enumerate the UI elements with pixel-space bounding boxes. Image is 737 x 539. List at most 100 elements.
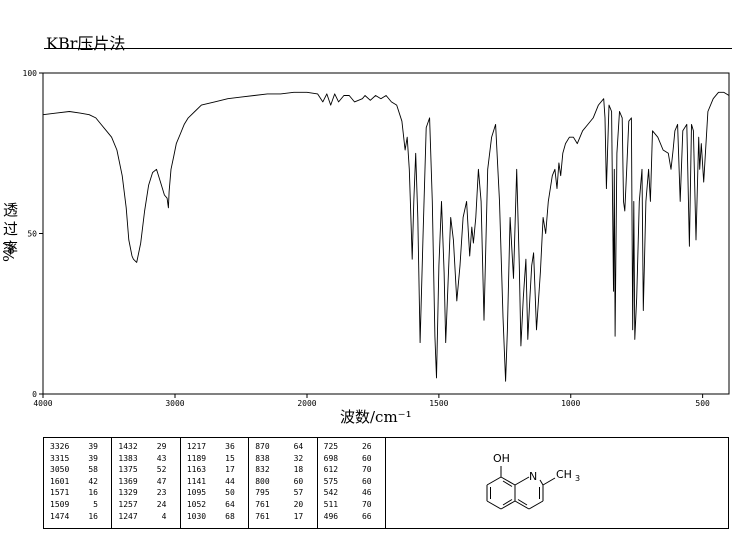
peak-column: 3326 39 3315 39 3050 58 1601 42 1571 16 1509 5 1474 1… [44, 438, 113, 528]
peak-transmittance: 32 [293, 453, 304, 463]
peak-wavenumber: 1369 [118, 476, 138, 486]
x-tick-label: 2000 [297, 399, 316, 408]
peak-row: 1571 16 [50, 487, 111, 499]
peak-wavenumber: 542 [323, 488, 339, 498]
peak-row: 542 46 [324, 487, 385, 499]
peak-row: 761 17 [255, 511, 316, 523]
peak-row: 725 26 [324, 441, 385, 453]
peak-transmittance: 29 [156, 442, 167, 451]
peak-transmittance: 17 [225, 465, 235, 475]
y-tick-label: 0 [32, 390, 37, 399]
peak-row: 1257 24 [118, 499, 179, 511]
x-tick-label: 1000 [561, 399, 580, 408]
peak-transmittance: 5 [93, 499, 98, 509]
peak-column: 725 26 698 60 612 70 575 60 542 46 511 70 496 66 [318, 438, 385, 528]
peak-transmittance: 4 [161, 511, 167, 521]
oh-label: OH [493, 452, 510, 465]
x-axis-ticks: 4000 3000 2000 1500 1000 500 [33, 394, 710, 408]
bond [528, 500, 544, 510]
peak-transmittance: 57 [293, 488, 304, 498]
bond-double [517, 499, 528, 506]
peak-transmittance: 39 [88, 442, 98, 451]
peak-transmittance: 36 [225, 442, 235, 451]
peak-wavenumber: 1217 [186, 442, 207, 451]
peak-row: 1095 50 [187, 487, 248, 499]
n-label: N [529, 470, 537, 483]
bond [500, 500, 516, 510]
bond [539, 479, 544, 486]
ch3-label: CH [556, 468, 572, 481]
peak-row: 1474 16 [50, 511, 111, 523]
peak-wavenumber: 1189 [186, 453, 207, 463]
peak-transmittance: 70 [361, 499, 372, 509]
peak-wavenumber: 1257 [118, 499, 138, 509]
y-tick-label: 50 [27, 230, 37, 239]
peak-row: 1509 5 [50, 499, 111, 511]
peak-row: 575 60 [324, 476, 385, 488]
peak-row: 496 66 [324, 511, 385, 523]
peak-wavenumber: 1383 [118, 453, 138, 463]
peak-wavenumber: 1571 [50, 488, 70, 498]
peak-wavenumber: 1163 [186, 465, 207, 475]
peak-row: 1247 4 [118, 511, 179, 523]
y-axis-title: 透 过 率 %/ [0, 201, 18, 262]
x-tick-label: 4000 [33, 399, 52, 408]
peak-wavenumber: 761 [255, 499, 270, 509]
peak-wavenumber: 838 [255, 453, 270, 463]
peak-row: 1163 17 [187, 464, 248, 476]
peak-wavenumber: 800 [255, 476, 270, 486]
peak-transmittance: 20 [293, 499, 304, 509]
bond [514, 476, 530, 486]
bond [514, 500, 530, 510]
peak-row: 1189 15 [187, 453, 248, 465]
peak-wavenumber: 496 [323, 511, 339, 521]
peak-wavenumber: 795 [255, 488, 270, 498]
peak-row: 800 60 [255, 476, 316, 488]
transmittance-series-line [42, 91, 730, 382]
peak-row: 1369 47 [118, 476, 179, 488]
bond-double [502, 480, 513, 487]
peak-wavenumber: 1329 [118, 488, 138, 498]
ch3-subscript: 3 [575, 474, 580, 483]
peak-row: 3326 39 [50, 441, 111, 453]
peak-table: 3326 39 3315 39 3050 58 1601 42 1571 16 1509 5 1474 1… [43, 437, 386, 529]
peak-wavenumber: 575 [323, 476, 339, 486]
peak-row: 3315 39 [50, 453, 111, 465]
peak-wavenumber: 832 [255, 465, 270, 475]
peak-transmittance: 24 [156, 499, 167, 509]
peak-row: 1141 44 [187, 476, 248, 488]
peak-transmittance: 68 [225, 511, 235, 521]
x-axis-title: 波数/cm⁻¹ [340, 408, 412, 426]
y-axis-title-char-4: %/ [0, 242, 18, 262]
peak-transmittance: 44 [225, 476, 235, 486]
peak-wavenumber: 1095 [186, 488, 207, 498]
peak-transmittance: 60 [361, 453, 372, 463]
peak-wavenumber: 870 [255, 442, 270, 451]
x-tick-label: 500 [695, 399, 710, 408]
peak-row: 1052 64 [187, 499, 248, 511]
peak-transmittance: 58 [88, 465, 98, 475]
peak-transmittance: 23 [156, 488, 167, 498]
peak-transmittance: 18 [293, 465, 304, 475]
y-axis-title-char-2: 过 [3, 220, 18, 238]
peak-wavenumber: 725 [323, 442, 339, 451]
peak-transmittance: 42 [88, 476, 98, 486]
peak-wavenumber: 612 [323, 465, 339, 475]
peak-row: 795 57 [255, 487, 316, 499]
peak-wavenumber: 1052 [186, 499, 207, 509]
peak-row: 838 32 [255, 453, 316, 465]
peak-row: 698 60 [324, 453, 385, 465]
peak-row: 832 18 [255, 464, 316, 476]
peak-wavenumber: 1601 [50, 476, 70, 486]
ir-spectrum-chart: 0 50 100 4000 3000 2000 1500 1000 500 波数/cm⁻¹ 透… [0, 69, 730, 426]
peak-wavenumber: 3315 [50, 453, 70, 463]
peak-row: 761 20 [255, 499, 316, 511]
x-tick-label: 1500 [429, 399, 448, 408]
peak-row: 1329 23 [118, 487, 179, 499]
peak-transmittance: 15 [225, 453, 235, 463]
peak-transmittance: 46 [361, 488, 372, 498]
header-rule [44, 48, 732, 49]
peak-column: 1217 36 1189 15 1163 17 1141 44 1095 50 1052 64 1030… [181, 438, 250, 528]
peak-wavenumber: 761 [255, 511, 270, 521]
peak-transmittance: 70 [361, 465, 372, 475]
